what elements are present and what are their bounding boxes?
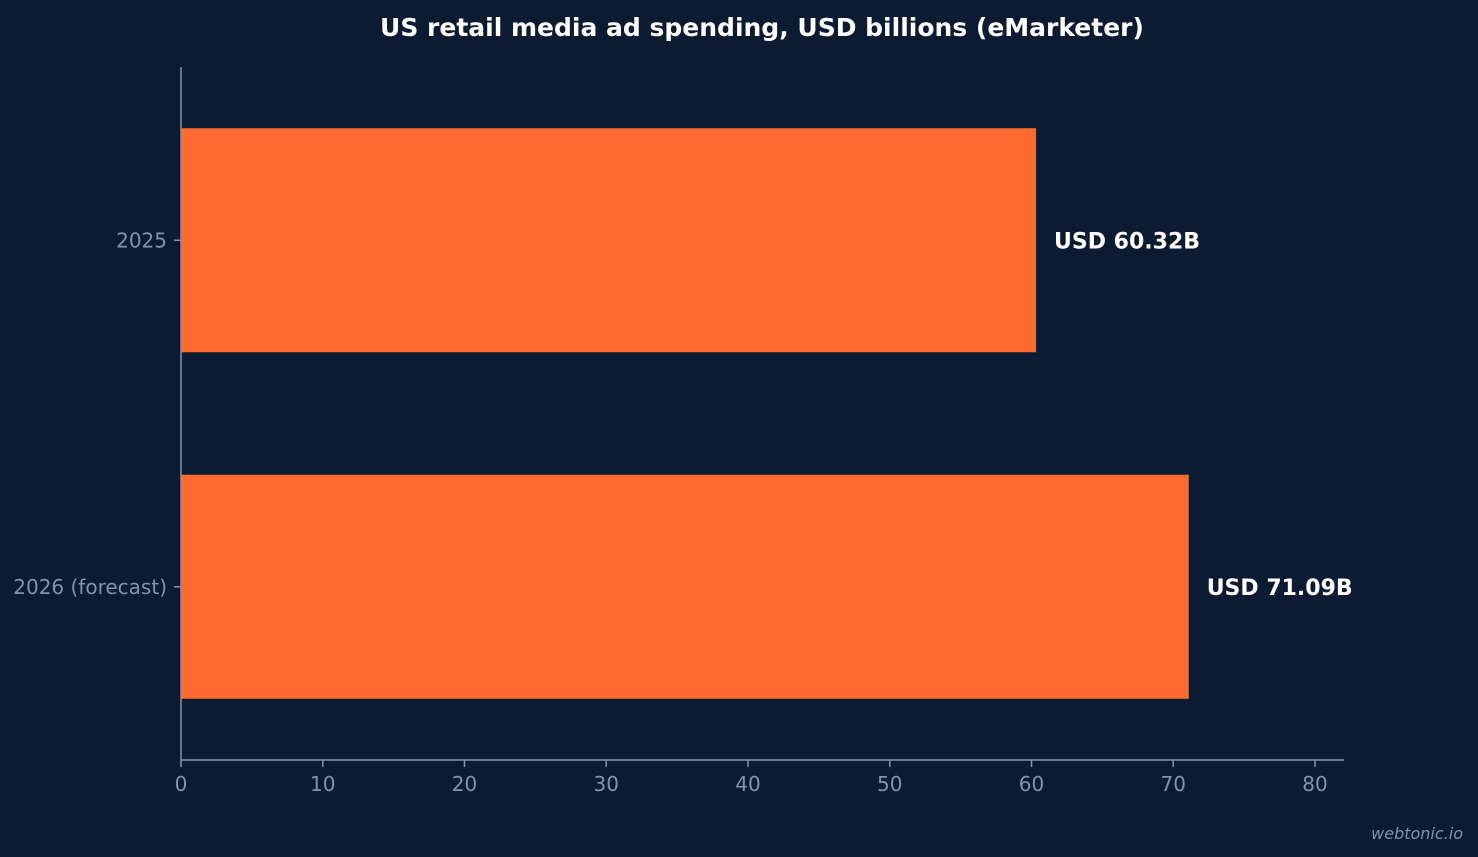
x-tick-label-0: 0 <box>175 772 188 796</box>
axes-layer: 2025 2026 (forecast) 0 10 20 30 40 50 60 70 80 <box>13 67 1344 796</box>
chart-title: US retail media ad spending, USD billion… <box>380 13 1144 42</box>
y-tick-label-2: 2026 (forecast) <box>13 575 167 599</box>
watermark: webtonic.io <box>1371 824 1463 843</box>
x-tick-label-30: 30 <box>594 772 619 796</box>
x-tick-label-70: 70 <box>1161 772 1186 796</box>
x-tick-label-20: 20 <box>452 772 477 796</box>
bar-value-label-2: USD 71.09B <box>1207 576 1353 601</box>
y-tick-label-1: 2025 <box>116 228 167 252</box>
bar-1 <box>181 128 1037 353</box>
x-tick-label-50: 50 <box>877 772 902 796</box>
bar-2 <box>181 474 1189 699</box>
x-tick-label-40: 40 <box>735 772 760 796</box>
x-tick-label-80: 80 <box>1302 772 1327 796</box>
x-tick-label-60: 60 <box>1019 772 1044 796</box>
bars-layer: USD 60.32B USD 71.09B <box>181 128 1353 699</box>
x-tick-label-10: 10 <box>310 772 335 796</box>
bar-value-label-1: USD 60.32B <box>1054 229 1200 254</box>
